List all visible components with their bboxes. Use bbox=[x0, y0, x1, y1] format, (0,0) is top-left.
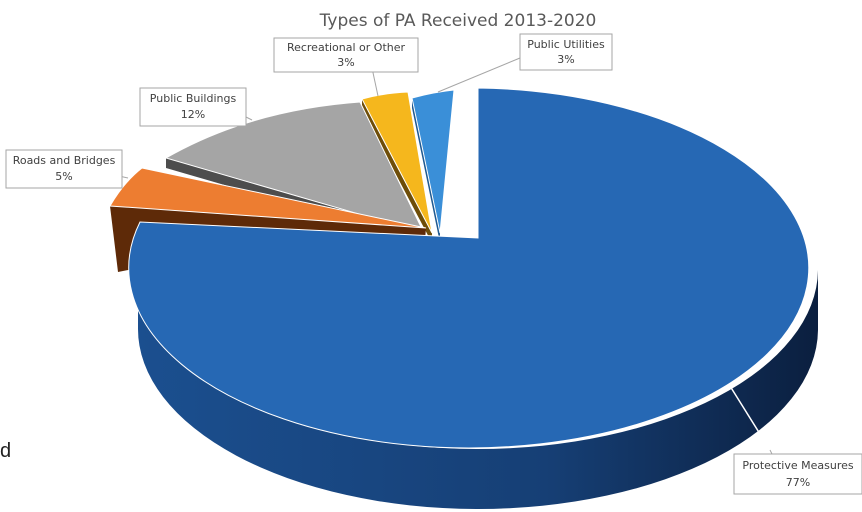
label-protective-measures-name: Protective Measures bbox=[742, 459, 853, 472]
label-roads-bridges-name: Roads and Bridges bbox=[13, 154, 116, 167]
label-public-buildings: Public Buildings 12% bbox=[139, 87, 247, 127]
label-roads-bridges: Roads and Bridges 5% bbox=[5, 149, 123, 189]
label-public-utilities-pct: 3% bbox=[557, 53, 574, 66]
label-recreational-pct: 3% bbox=[337, 56, 354, 69]
label-public-buildings-name: Public Buildings bbox=[150, 92, 237, 105]
slice-recreational-top bbox=[361, 91, 433, 234]
slice-roads-bridges bbox=[109, 167, 427, 272]
slice-public-utilities-top bbox=[411, 89, 455, 234]
label-roads-bridges-pct: 5% bbox=[55, 170, 72, 183]
slice-protective-measures bbox=[128, 87, 818, 510]
slice-public-buildings-top bbox=[164, 101, 425, 234]
label-public-utilities-name: Public Utilities bbox=[527, 38, 605, 51]
slice-recreational bbox=[361, 91, 433, 243]
slice-roads-bridges-top bbox=[109, 167, 427, 229]
label-recreational-name: Recreational or Other bbox=[287, 41, 406, 54]
stray-text: d bbox=[0, 440, 12, 462]
label-protective-measures: Protective Measures 77% bbox=[733, 453, 862, 495]
label-public-utilities: Public Utilities 3% bbox=[519, 33, 613, 71]
slice-protective-measures-top bbox=[128, 87, 810, 449]
slice-public-utilities bbox=[411, 89, 455, 243]
chart-title: Types of PA Received 2013-2020 bbox=[319, 11, 597, 31]
label-public-buildings-pct: 12% bbox=[181, 108, 205, 121]
label-protective-measures-pct: 77% bbox=[786, 476, 810, 489]
label-recreational: Recreational or Other 3% bbox=[273, 37, 419, 73]
